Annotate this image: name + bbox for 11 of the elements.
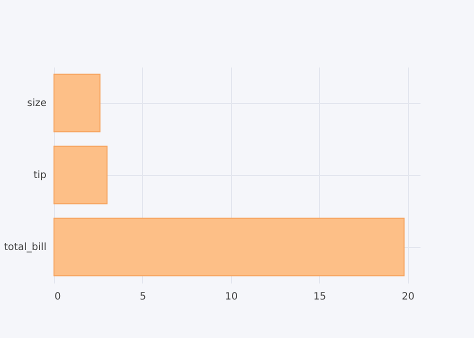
x-tick-label: 15 — [313, 292, 326, 302]
bar — [54, 218, 405, 276]
x-tick-label: 5 — [140, 292, 146, 302]
x-tick-label: 20 — [402, 292, 414, 302]
bar — [54, 146, 108, 204]
y-tick-label: size — [27, 98, 46, 109]
x-tick-label: 10 — [224, 292, 238, 302]
bar — [54, 74, 100, 132]
y-tick-label: total_bill — [4, 242, 46, 253]
y-tick-label: tip — [33, 170, 46, 181]
x-tick-label: 0 — [54, 292, 61, 302]
